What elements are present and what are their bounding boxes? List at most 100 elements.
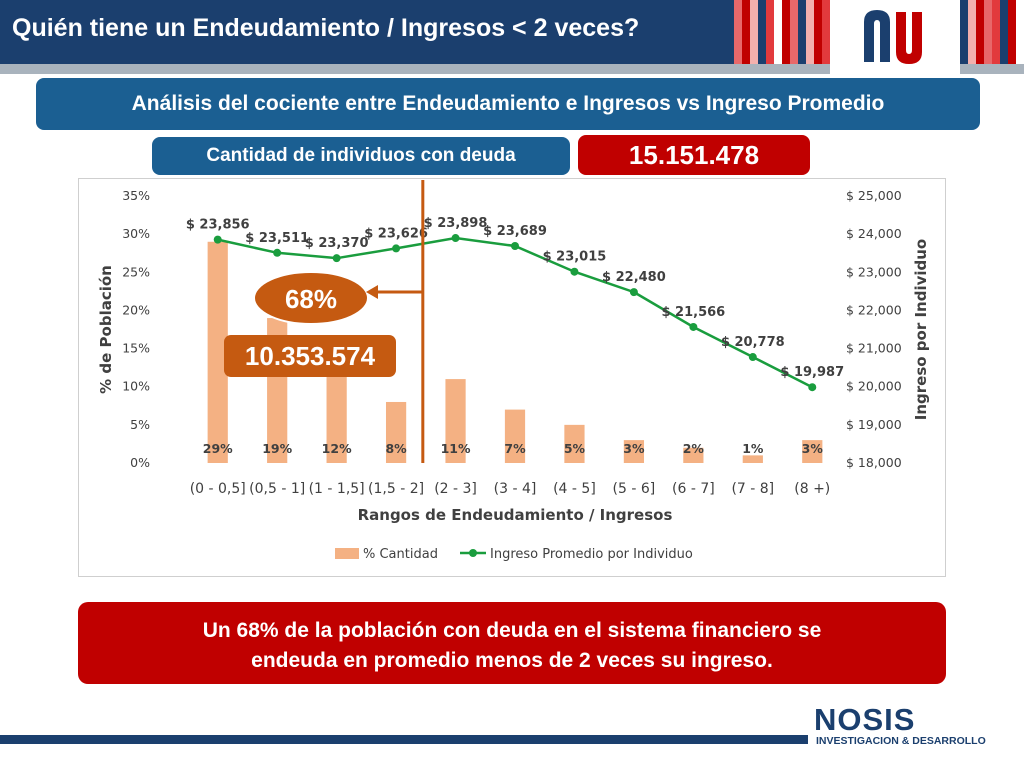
bar [623, 440, 645, 463]
line-data-label: $ 23,898 [424, 216, 488, 231]
bar [742, 455, 763, 463]
line-point [808, 383, 817, 392]
conclusion-line-1: Un 68% de la población con deuda en el s… [202, 619, 822, 642]
y-right-tick-label: $ 23,000 [846, 264, 902, 279]
line-data-label: $ 20,778 [721, 335, 785, 350]
header-stripe [822, 0, 830, 64]
bar-data-label: 29% [203, 441, 233, 456]
line-point [451, 234, 460, 243]
line-data-label: $ 19,987 [780, 365, 844, 380]
x-tick-label: (7 - 8] [731, 481, 774, 497]
header-stripes [726, 0, 830, 64]
bar [207, 241, 228, 463]
percent-callout-label: 68% [285, 284, 337, 314]
header-stripe [992, 0, 1000, 64]
line-data-label: $ 23,856 [186, 218, 250, 233]
header-stripe [968, 0, 976, 64]
header-stripe [1016, 0, 1024, 64]
count-label: Cantidad de individuos con deuda [152, 137, 570, 175]
bar-data-label: 1% [742, 441, 764, 456]
bar [445, 379, 466, 463]
header-stripe [726, 0, 734, 64]
y-left-tick-label: 5% [130, 417, 150, 432]
header-stripe [766, 0, 774, 64]
subtitle-banner: Análisis del cociente entre Endeudamient… [36, 78, 980, 130]
header-stripes-right [960, 0, 1024, 64]
y-left-tick-label: 30% [122, 226, 150, 241]
line-point [273, 248, 282, 257]
count-callout [224, 335, 396, 377]
x-axis-title: Rangos de Endeudamiento / Ingresos [358, 506, 673, 524]
y-right-tick-label: $ 21,000 [846, 341, 902, 356]
bar [564, 424, 585, 463]
legend-swatch-bar [335, 548, 359, 559]
line-point [213, 235, 222, 244]
conclusion-line-2: endeuda en promedio menos de 2 veces su … [251, 649, 773, 672]
header-stripe [984, 0, 992, 64]
header-stripe [960, 0, 968, 64]
x-tick-label: (3 - 4] [494, 481, 537, 497]
header-stripe [790, 0, 798, 64]
header-stripe [742, 0, 750, 64]
line-point [570, 267, 579, 276]
bar-data-label: 3% [623, 441, 645, 456]
x-tick-label: (8 +) [794, 481, 830, 497]
nu-logo-icon [864, 10, 922, 64]
bar [326, 371, 347, 463]
line-data-label: $ 23,511 [245, 231, 309, 246]
y-left-tick-label: 0% [130, 455, 150, 470]
nosis-tagline: INVESTIGACION & DESARROLLO [816, 735, 986, 747]
x-tick-label: (4 - 5] [553, 481, 596, 497]
x-tick-label: (0,5 - 1] [249, 481, 305, 497]
bar-data-label: 19% [262, 441, 292, 456]
header-stripe [806, 0, 814, 64]
header-stripe [734, 0, 742, 64]
page-title: Quién tiene un Endeudamiento / Ingresos … [12, 14, 640, 42]
x-tick-label: (6 - 7] [672, 481, 715, 497]
x-tick-label: (0 - 0,5] [190, 481, 246, 497]
bar-data-label: 2% [683, 441, 705, 456]
line-point [689, 322, 698, 331]
chart: 0% 5% 10% 15% 20% 25% 30% 35% $ 18,000 $ 19,000 $ … [97, 180, 930, 562]
y-right-axis-title: Ingreso por Individuo [912, 239, 930, 420]
bar-data-label: 5% [564, 441, 586, 456]
y-left-tick-label: 25% [122, 264, 150, 279]
header-stripe [750, 0, 758, 64]
line-point [392, 244, 401, 253]
y-left-tick-label: 10% [122, 379, 150, 394]
bar-data-label: 12% [322, 441, 352, 456]
line-data-label: $ 23,689 [483, 224, 547, 239]
bar-data-label: 8% [385, 441, 407, 456]
y-right-tick-label: $ 18,000 [846, 455, 902, 470]
logo-box [830, 0, 960, 74]
header-stripe [814, 0, 822, 64]
line-point [332, 254, 341, 263]
y-right-tick-label: $ 24,000 [846, 226, 902, 241]
bar-data-label: 3% [802, 441, 824, 456]
y-right-tick-label: $ 20,000 [846, 379, 902, 394]
line-data-label: $ 23,626 [364, 226, 428, 241]
header-stripe [1008, 0, 1016, 64]
bar [683, 447, 704, 463]
header-stripe [774, 0, 782, 64]
bar [385, 401, 407, 463]
count-callout-label: 10.353.574 [245, 341, 376, 371]
percent-callout [253, 271, 369, 325]
header-stripe [782, 0, 790, 64]
line-data-label: $ 22,480 [602, 270, 666, 285]
footer-line [0, 735, 808, 744]
line-point [511, 242, 519, 251]
bar [802, 440, 823, 463]
line-data-label: $ 23,015 [543, 250, 607, 265]
y-right-tick-label: $ 19,000 [846, 417, 902, 432]
bar-data-label: 7% [504, 441, 526, 456]
x-tick-label: (2 - 3] [434, 481, 477, 497]
x-tick-label: (5 - 6] [613, 481, 656, 497]
callout-arrow-head [366, 285, 378, 299]
legend-label-line: Ingreso Promedio por Individuo [490, 547, 693, 562]
header-stripe [758, 0, 766, 64]
y-left-tick-label: 20% [122, 302, 150, 317]
line-point [629, 288, 638, 297]
bar-data-label: 11% [441, 441, 471, 456]
header-stripe [976, 0, 984, 64]
